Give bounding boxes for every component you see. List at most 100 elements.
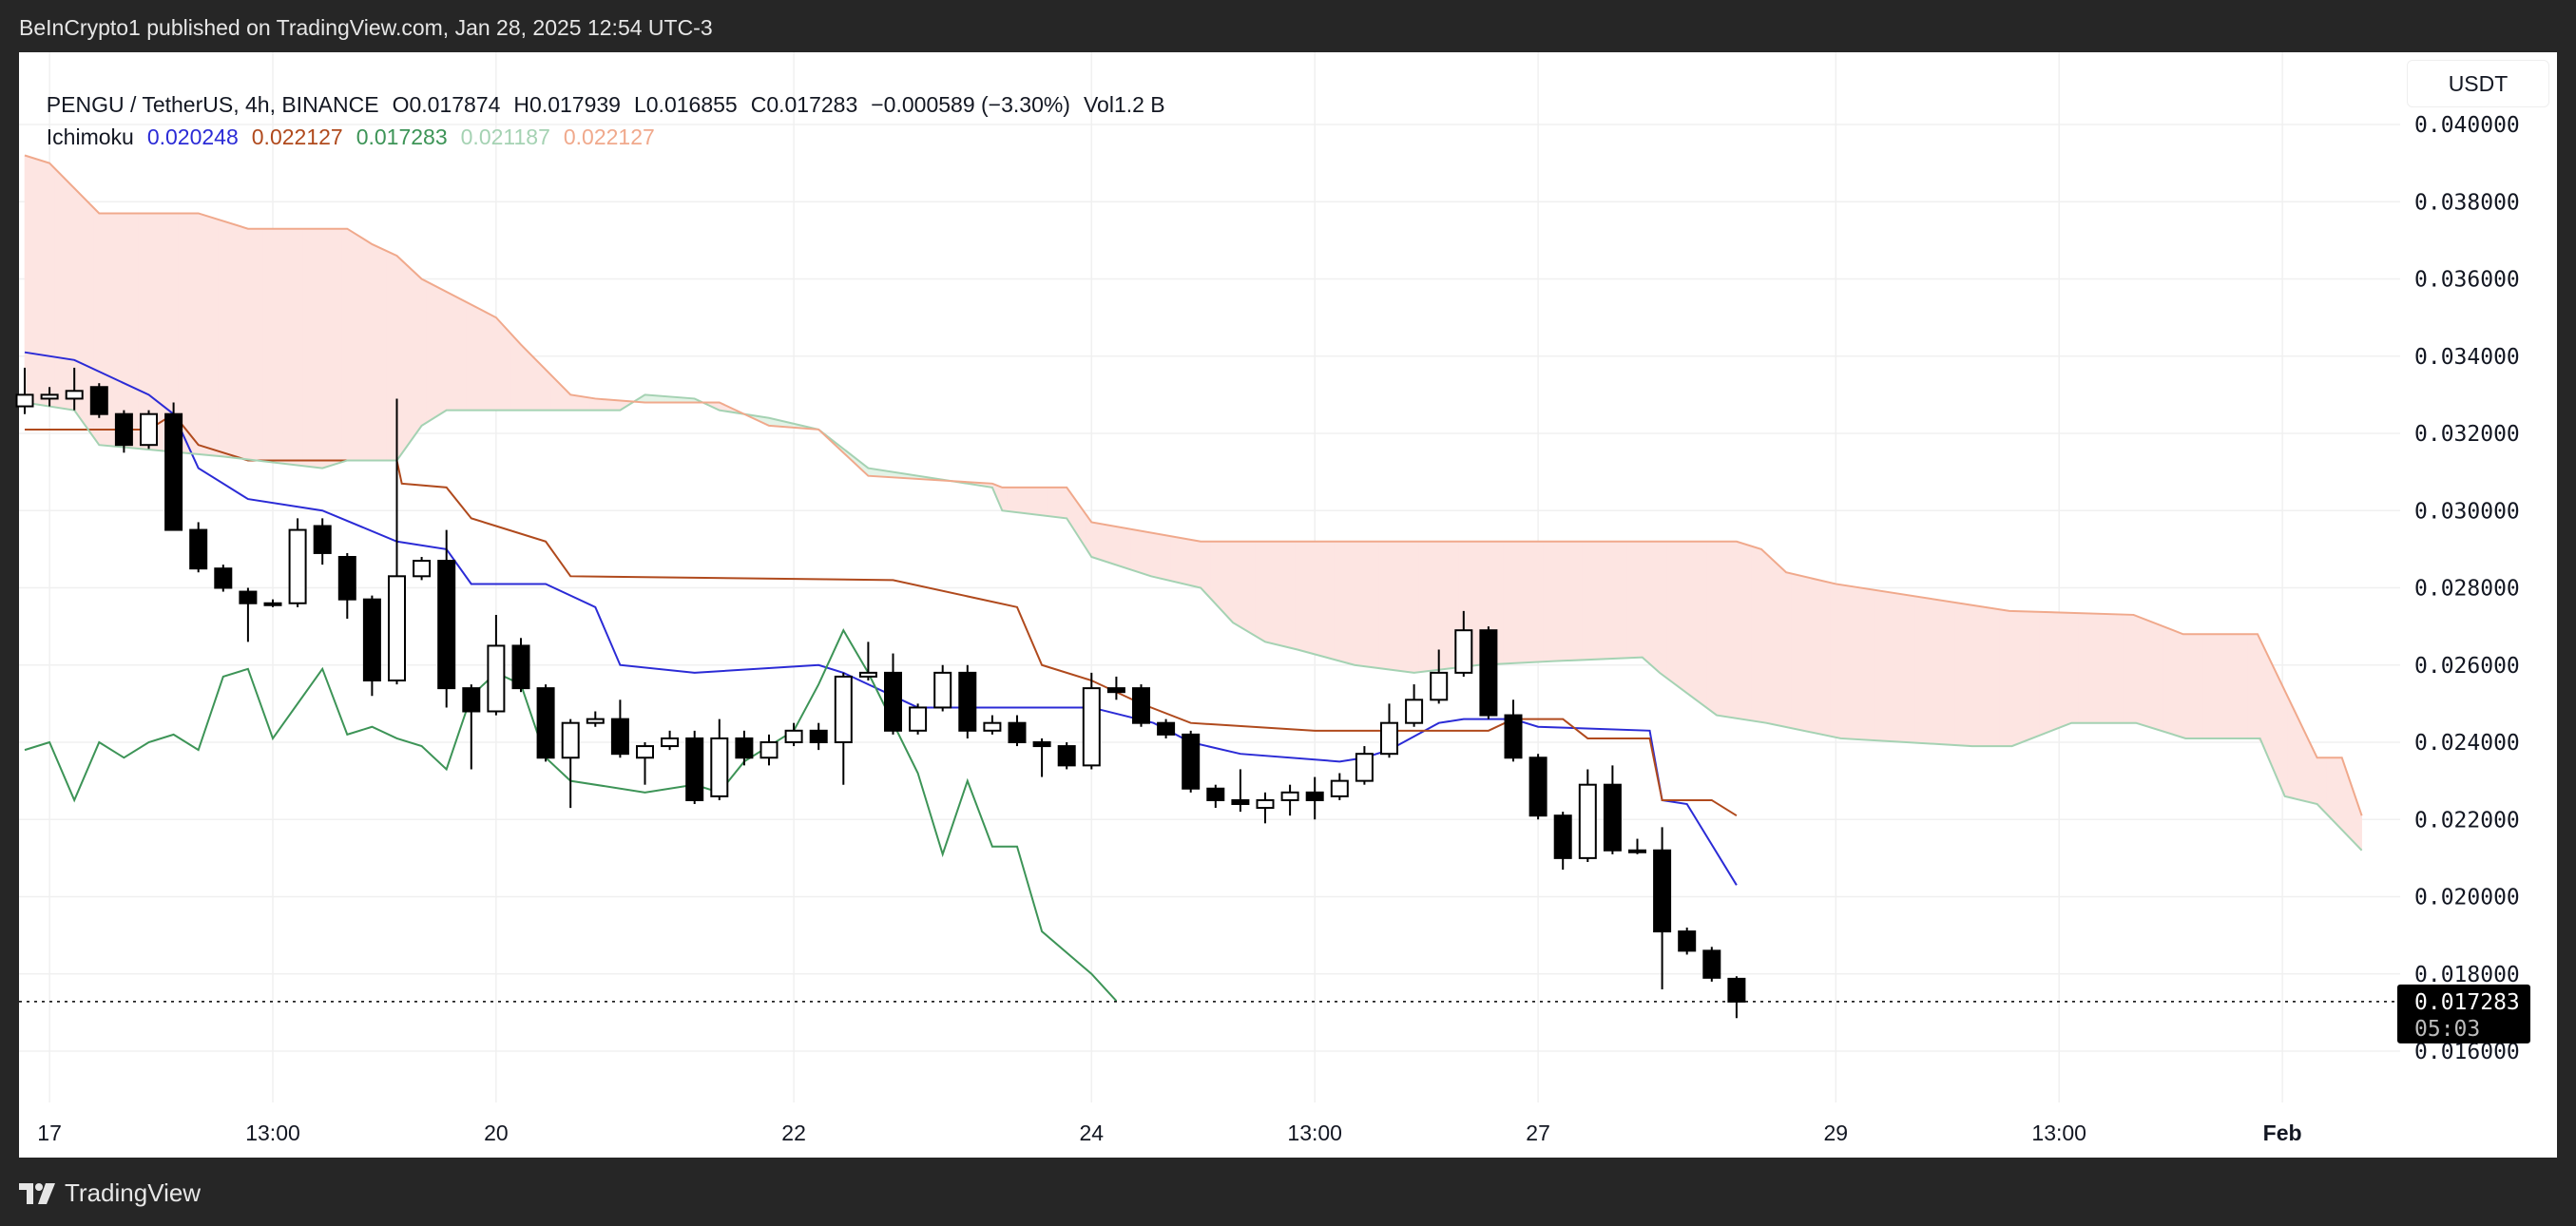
cloud-segment — [1324, 541, 1331, 660]
cloud-segment — [535, 358, 542, 411]
candle — [1454, 610, 1473, 677]
cloud-segment — [2123, 614, 2129, 723]
cloud-segment — [1295, 541, 1300, 651]
candle-body — [1702, 949, 1721, 979]
cloud-segment — [1785, 571, 1792, 729]
cloud-segment — [1448, 541, 1454, 669]
candle-body — [1504, 714, 1523, 759]
cloud-segment — [386, 250, 393, 461]
cloud-segment — [1682, 541, 1687, 694]
candle-body — [1231, 798, 1250, 805]
candle-body — [462, 687, 481, 713]
cloud-segment — [1180, 537, 1186, 585]
cloud-segment — [1631, 541, 1638, 659]
ichimoku-value: 0.020248 — [146, 125, 239, 149]
cloud-segment — [1805, 576, 1812, 733]
cloud-segment — [1423, 541, 1430, 672]
cloud-segment — [1567, 541, 1573, 661]
cloud-segment — [1358, 541, 1365, 667]
candle — [1008, 715, 1027, 747]
candle-body — [858, 671, 877, 678]
cloud-segment — [282, 228, 288, 465]
cloud-segment — [1255, 541, 1261, 640]
cloud-segment — [1840, 584, 1847, 739]
cloud-segment — [1836, 584, 1841, 739]
candle — [1702, 947, 1721, 982]
cloud-segment — [2053, 612, 2060, 731]
cloud-segment — [24, 155, 30, 404]
candle-body — [1106, 687, 1125, 694]
cloud-segment — [1135, 529, 1142, 574]
cloud-segment — [1825, 581, 1832, 738]
cloud-segment — [1334, 541, 1340, 661]
cloud-segment — [1031, 487, 1038, 515]
candle-body — [313, 525, 332, 554]
candle — [1082, 672, 1101, 770]
cloud-segment — [376, 245, 383, 461]
candle — [1553, 812, 1572, 871]
cloud-segment — [416, 273, 422, 434]
cloud-segment — [1215, 541, 1221, 610]
cloud-segment — [2103, 613, 2109, 723]
cloud-segment — [1874, 589, 1881, 741]
cloud-segment — [1746, 544, 1752, 721]
cloud-segment — [34, 158, 40, 406]
cloud-segment — [2252, 633, 2259, 739]
cloud-segment — [1731, 541, 1738, 719]
tradingview-logo[interactable]: TradingView — [19, 1178, 201, 1208]
cloud-segment — [1646, 541, 1653, 667]
cloud-segment — [2316, 757, 2323, 811]
cloud-segment — [2113, 613, 2120, 723]
cloud-segment — [1275, 541, 1280, 646]
candle — [1132, 684, 1150, 727]
cloud-segment — [1205, 541, 1211, 600]
cloud-segment — [1240, 541, 1246, 631]
cloud-segment — [2198, 633, 2203, 739]
cloud-segment — [307, 228, 314, 468]
cloud-segment — [272, 228, 279, 464]
symbol-title[interactable]: PENGU / TetherUS, 4h, BINANCE — [46, 92, 379, 117]
cloud-segment — [1383, 541, 1390, 670]
cloud-segment — [520, 343, 527, 411]
cloud-segment — [1721, 541, 1727, 718]
cloud-segment — [232, 223, 239, 459]
cloud-segment — [1592, 541, 1599, 661]
candle — [288, 518, 307, 607]
candle-body — [784, 729, 803, 743]
cloud-segment — [1512, 541, 1519, 664]
candle — [413, 557, 432, 581]
cloud-segment — [1409, 541, 1414, 674]
cloud-segment — [1016, 487, 1023, 514]
cloud-segment — [262, 228, 269, 463]
cloud-segment — [292, 228, 298, 466]
cloud-segment — [1676, 541, 1682, 690]
candle — [983, 715, 1002, 735]
cloud-segment — [2147, 620, 2154, 729]
cloud-segment — [193, 213, 199, 455]
cloud-segment — [128, 213, 135, 449]
candle — [735, 730, 754, 766]
x-tick-label: Feb — [2263, 1121, 2302, 1145]
cloud-segment — [1110, 525, 1117, 565]
cloud-segment — [336, 228, 343, 465]
indicator-name[interactable]: Ichimoku — [46, 125, 134, 149]
cloud-segment — [2232, 633, 2239, 739]
candle — [164, 402, 183, 531]
candle-body — [586, 718, 605, 724]
cloud-segment — [1041, 487, 1048, 517]
candle — [1157, 718, 1176, 738]
candle-body — [1405, 699, 1424, 724]
candle — [710, 718, 729, 800]
y-tick-label: 0.024000 — [2414, 731, 2520, 756]
candle — [511, 638, 530, 693]
last-price-badge — [2397, 984, 2530, 1044]
currency-button[interactable]: USDT — [2407, 60, 2549, 107]
candle-body — [1628, 849, 1646, 853]
candle — [140, 410, 158, 450]
cloud-segment — [2272, 664, 2278, 779]
cloud-segment — [2163, 625, 2169, 734]
cloud-segment — [1890, 592, 1896, 742]
candle — [685, 730, 704, 804]
cloud-segment — [1914, 596, 1921, 744]
